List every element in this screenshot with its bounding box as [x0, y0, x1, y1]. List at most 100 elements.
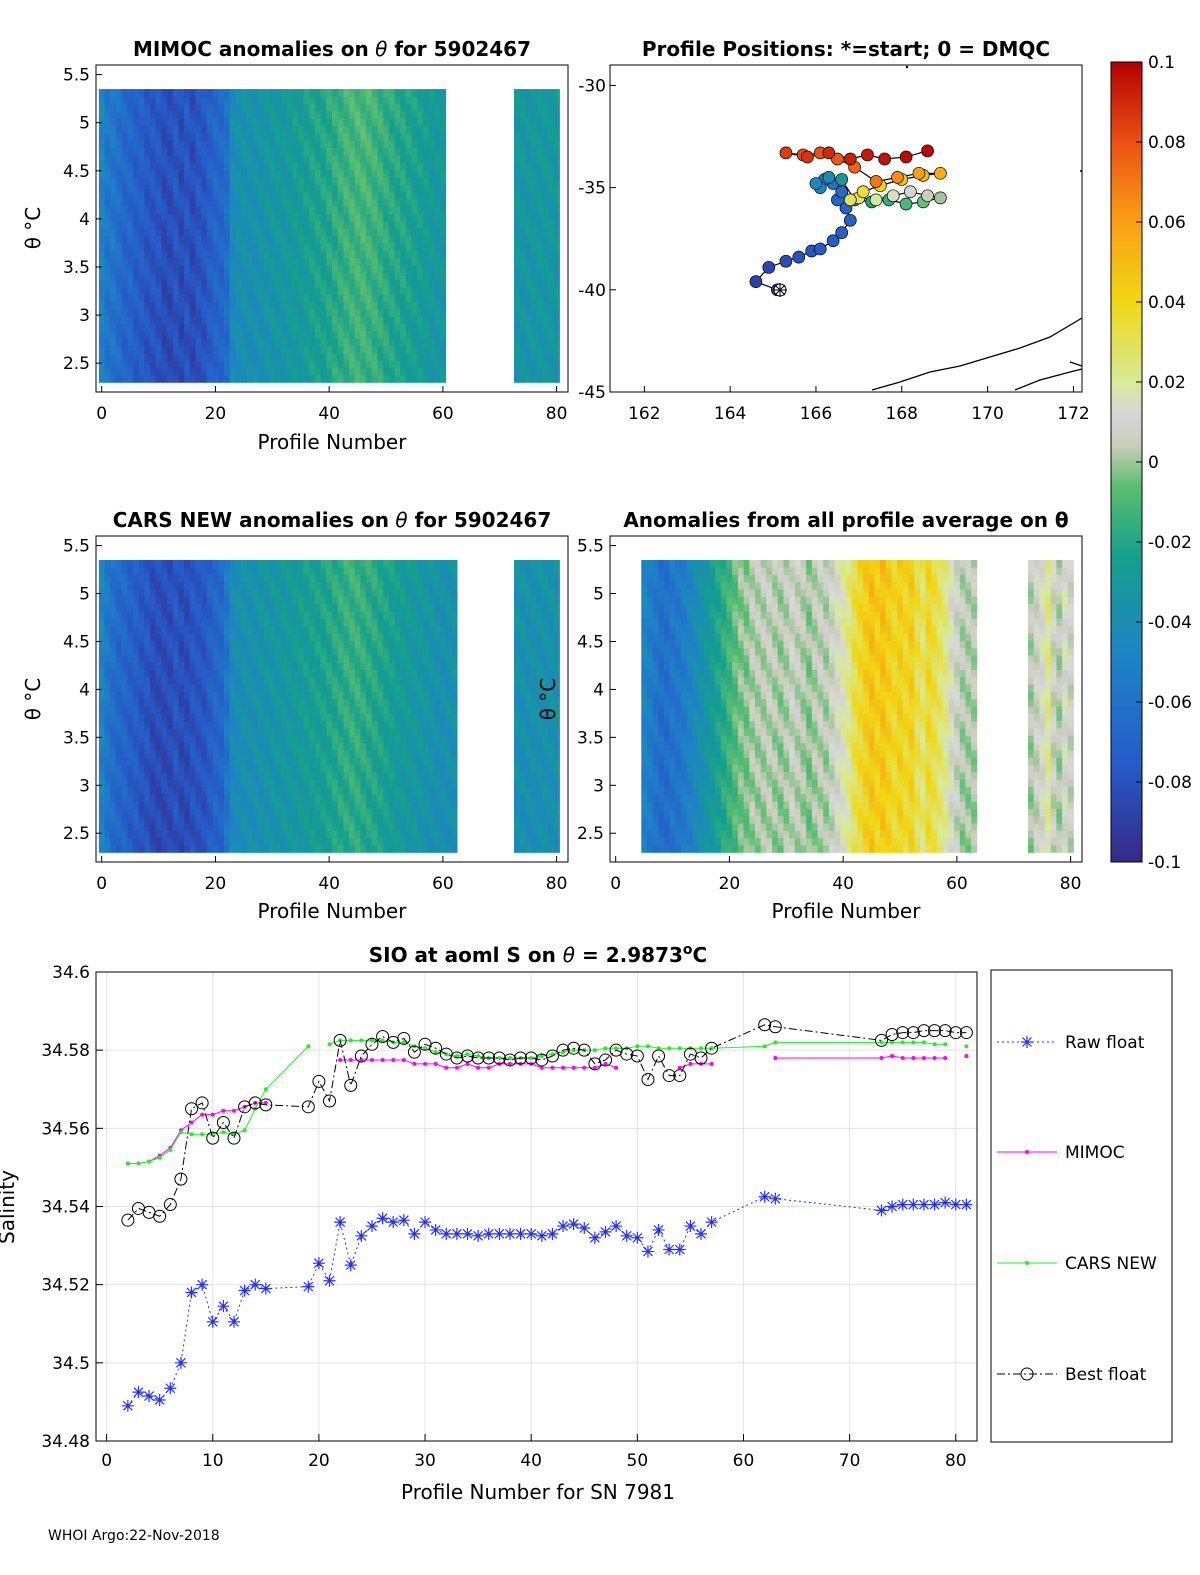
heatmap-cell [195, 125, 202, 134]
positions-panel: Profile Positions: *=start; 0 = DMQC 162… [578, 37, 1089, 424]
heatmap-cell [144, 574, 151, 583]
heatmap-cell [349, 213, 356, 222]
heatmap-cell [212, 611, 219, 619]
position-point [813, 242, 827, 256]
heatmap-cell [297, 228, 304, 237]
heatmap-cell [275, 750, 282, 758]
heatmap-cell [280, 808, 287, 817]
heatmap-cell [172, 655, 179, 663]
heatmap-cell [178, 793, 185, 802]
heatmap-cell [235, 118, 242, 127]
heatmap-cell [138, 720, 145, 729]
heatmap-cell [275, 184, 282, 193]
heatmap-cell [548, 309, 555, 317]
heatmap-cell [428, 169, 435, 178]
heatmap-cell [144, 323, 151, 332]
heatmap-cell [218, 250, 225, 259]
heatmap-cell [354, 559, 361, 568]
colorbar-tick-label: -0.1 [1148, 853, 1181, 873]
heatmap-cell [531, 323, 538, 332]
heatmap-cell [366, 287, 373, 295]
heatmap-cell [189, 640, 196, 649]
heatmap-cell [383, 742, 390, 751]
heatmap-cell [371, 199, 378, 207]
heatmap-cell [309, 742, 316, 751]
heatmap-cell [178, 375, 185, 383]
heatmap-cell [434, 140, 441, 149]
heatmap-cell [405, 353, 413, 361]
heatmap-cell [263, 830, 270, 839]
heatmap-cell [263, 96, 270, 105]
heatmap-cell [178, 265, 185, 273]
heatmap-cell [525, 133, 532, 141]
heatmap-cell [354, 589, 361, 597]
heatmap-cell [167, 706, 174, 714]
heatmap-cell [349, 735, 356, 744]
heatmap-cell [172, 574, 179, 583]
heatmap-cell [201, 735, 208, 744]
heatmap-cell [246, 89, 253, 97]
heatmap-cell [388, 221, 395, 229]
heatmap-cell [513, 111, 521, 119]
heatmap-cell [212, 750, 219, 758]
heatmap-cell [513, 213, 521, 222]
heatmap-cell [531, 294, 538, 303]
heatmap-cell [167, 830, 174, 839]
heatmap-cell [405, 235, 413, 244]
heatmap-cell [314, 706, 322, 714]
heatmap-cell [314, 103, 322, 112]
heatmap-cell [110, 581, 117, 590]
heatmap-cell [371, 221, 378, 229]
heatmap-cell [360, 316, 367, 325]
heatmap-cell [297, 764, 304, 773]
heatmap-cell [377, 581, 384, 590]
heatmap-cell [377, 191, 384, 200]
heatmap-cell [405, 177, 413, 185]
heatmap-cell [252, 199, 259, 207]
heatmap-cell [110, 735, 117, 744]
heatmap-cell [354, 323, 361, 332]
heatmap-cell [332, 360, 339, 369]
heatmap-cell [235, 603, 242, 612]
heatmap-cell [519, 133, 526, 141]
heatmap-cell [326, 162, 333, 171]
heatmap-cell [127, 111, 134, 119]
heatmap-cell [241, 250, 248, 259]
position-point [843, 193, 857, 207]
heatmap-cell [241, 596, 248, 605]
heatmap-cell [280, 301, 287, 310]
heatmap-cell [548, 279, 555, 288]
heatmap-cell [246, 191, 253, 200]
heatmap-cell [246, 294, 253, 303]
heatmap-cell [314, 228, 322, 237]
heatmap-cell [513, 367, 521, 376]
heatmap-cell [161, 567, 168, 575]
heatmap-cell [201, 96, 208, 105]
heatmap-cell [377, 140, 384, 149]
heatmap-cell [394, 735, 401, 744]
heatmap-cell [223, 272, 231, 281]
heatmap-cell [132, 771, 140, 780]
heatmap-cell [343, 250, 350, 259]
heatmap-cell [121, 89, 128, 97]
heatmap-cell [388, 162, 395, 171]
heatmap-cell [161, 559, 168, 568]
heatmap-cell [263, 837, 270, 846]
heatmap-cell [428, 111, 435, 119]
heatmap-cell [275, 133, 282, 141]
heatmap-cell [223, 133, 231, 141]
heatmap-cell [377, 118, 384, 127]
heatmap-cell [286, 103, 293, 112]
heatmap-cell [121, 779, 128, 788]
heatmap-cell [332, 676, 339, 685]
heatmap-cell [110, 779, 117, 788]
colorbar: 0.10.080.060.040.020-0.02-0.04-0.06-0.08… [1110, 53, 1192, 873]
heatmap-cell [292, 574, 299, 583]
heatmap-cell [366, 331, 373, 339]
heatmap-cell [377, 243, 384, 251]
heatmap-cell [115, 360, 122, 369]
heatmap-cell [195, 169, 202, 178]
heatmap-cell [189, 625, 196, 634]
heatmap-cell [428, 162, 435, 171]
heatmap-cell [411, 191, 418, 200]
